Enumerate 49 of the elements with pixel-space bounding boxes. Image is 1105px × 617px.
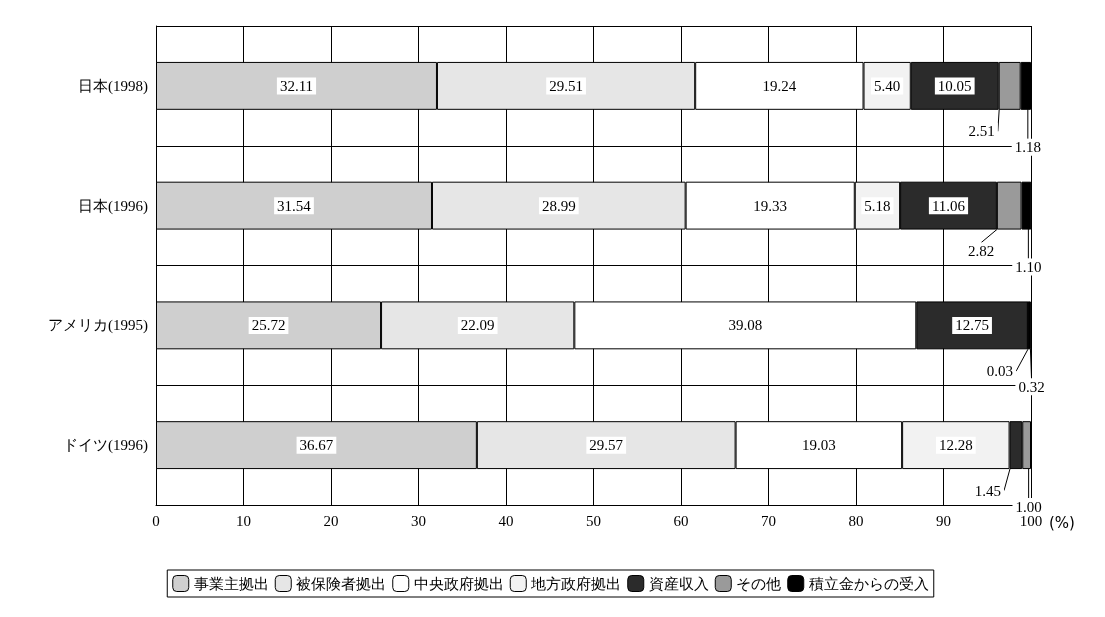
data-label: 5.40 (874, 77, 901, 94)
data-label: 11.06 (931, 197, 966, 214)
x-axis-title: (%) (1049, 513, 1075, 532)
x-tick-label: 10 (236, 512, 251, 529)
x-tick-label: 100 (1019, 512, 1043, 529)
y-tick-label: ドイツ(1996) (63, 437, 148, 455)
data-label: 12.28 (938, 437, 973, 454)
x-tick-label: 60 (673, 512, 689, 529)
x-tick-label: 30 (411, 512, 426, 529)
data-label: 0.03 (986, 363, 1014, 380)
data-label: 5.18 (864, 197, 891, 214)
y-tick-label: アメリカ(1995) (48, 317, 148, 335)
data-label: 32.11 (279, 77, 314, 94)
legend-label: 事業主拠出 (193, 574, 269, 593)
data-label: 25.72 (251, 317, 286, 334)
legend-label: 地方政府拠出 (530, 574, 622, 593)
legend-label: 被保険者拠出 (296, 574, 387, 593)
data-label: 31.54 (277, 197, 312, 214)
data-label: 36.67 (299, 437, 334, 454)
x-tick-label: 40 (498, 512, 514, 529)
data-label: 29.57 (589, 437, 624, 454)
data-label: 2.51 (968, 123, 995, 140)
data-label: 22.09 (460, 317, 495, 334)
x-tick-label: 90 (936, 512, 951, 529)
legend-label: その他 (736, 574, 782, 593)
data-label: 19.24 (762, 77, 797, 94)
data-label: 1.45 (974, 482, 1002, 499)
legend-label: 中央政府拠出 (413, 574, 504, 593)
legend-label: 積立金からの受入 (808, 574, 929, 593)
data-label: 28.99 (541, 197, 576, 214)
x-tick-label: 80 (848, 512, 864, 529)
data-label: 0.32 (1018, 378, 1045, 395)
data-label: 2.82 (968, 243, 995, 260)
data-label: 39.08 (728, 317, 763, 334)
data-label: 19.33 (753, 197, 788, 214)
data-label: 10.05 (937, 77, 972, 94)
data-label: 1.10 (1015, 259, 1042, 276)
data-label: 29.51 (549, 77, 583, 94)
x-tick-label: 0 (152, 512, 160, 529)
data-label: 1.18 (1014, 139, 1041, 156)
x-tick-label: 20 (323, 512, 339, 529)
legend-label: 資産収入 (648, 574, 709, 593)
data-label: 12.75 (955, 317, 989, 334)
data-label: 1.00 (1015, 498, 1042, 515)
data-label: 19.03 (801, 437, 836, 454)
y-tick-label: 日本(1996) (78, 197, 148, 215)
y-tick-label: 日本(1998) (78, 77, 148, 95)
x-tick-label: 50 (586, 512, 601, 529)
x-tick-label: 70 (761, 512, 776, 529)
